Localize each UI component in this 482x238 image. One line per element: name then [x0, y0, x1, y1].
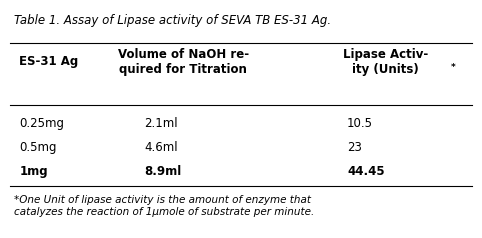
- Text: 2.1ml: 2.1ml: [145, 117, 178, 130]
- Text: 8.9ml: 8.9ml: [145, 165, 182, 178]
- Text: Volume of NaOH re-
quired for Titration: Volume of NaOH re- quired for Titration: [118, 48, 249, 76]
- Text: ES-31 Ag: ES-31 Ag: [19, 55, 79, 68]
- Text: Lipase Activ-
ity (Units): Lipase Activ- ity (Units): [343, 48, 428, 76]
- Text: 10.5: 10.5: [347, 117, 373, 130]
- Text: 1mg: 1mg: [19, 165, 48, 178]
- Text: 23: 23: [347, 141, 362, 154]
- Text: *: *: [451, 63, 455, 72]
- Text: Table 1. Assay of Lipase activity of SEVA TB ES-31 Ag.: Table 1. Assay of Lipase activity of SEV…: [14, 14, 332, 27]
- Text: 4.6ml: 4.6ml: [145, 141, 178, 154]
- Text: *One Unit of lipase activity is the amount of enzyme that
catalyzes the reaction: *One Unit of lipase activity is the amou…: [14, 195, 315, 217]
- Text: 0.5mg: 0.5mg: [19, 141, 57, 154]
- Text: 44.45: 44.45: [347, 165, 385, 178]
- Text: 0.25mg: 0.25mg: [19, 117, 64, 130]
